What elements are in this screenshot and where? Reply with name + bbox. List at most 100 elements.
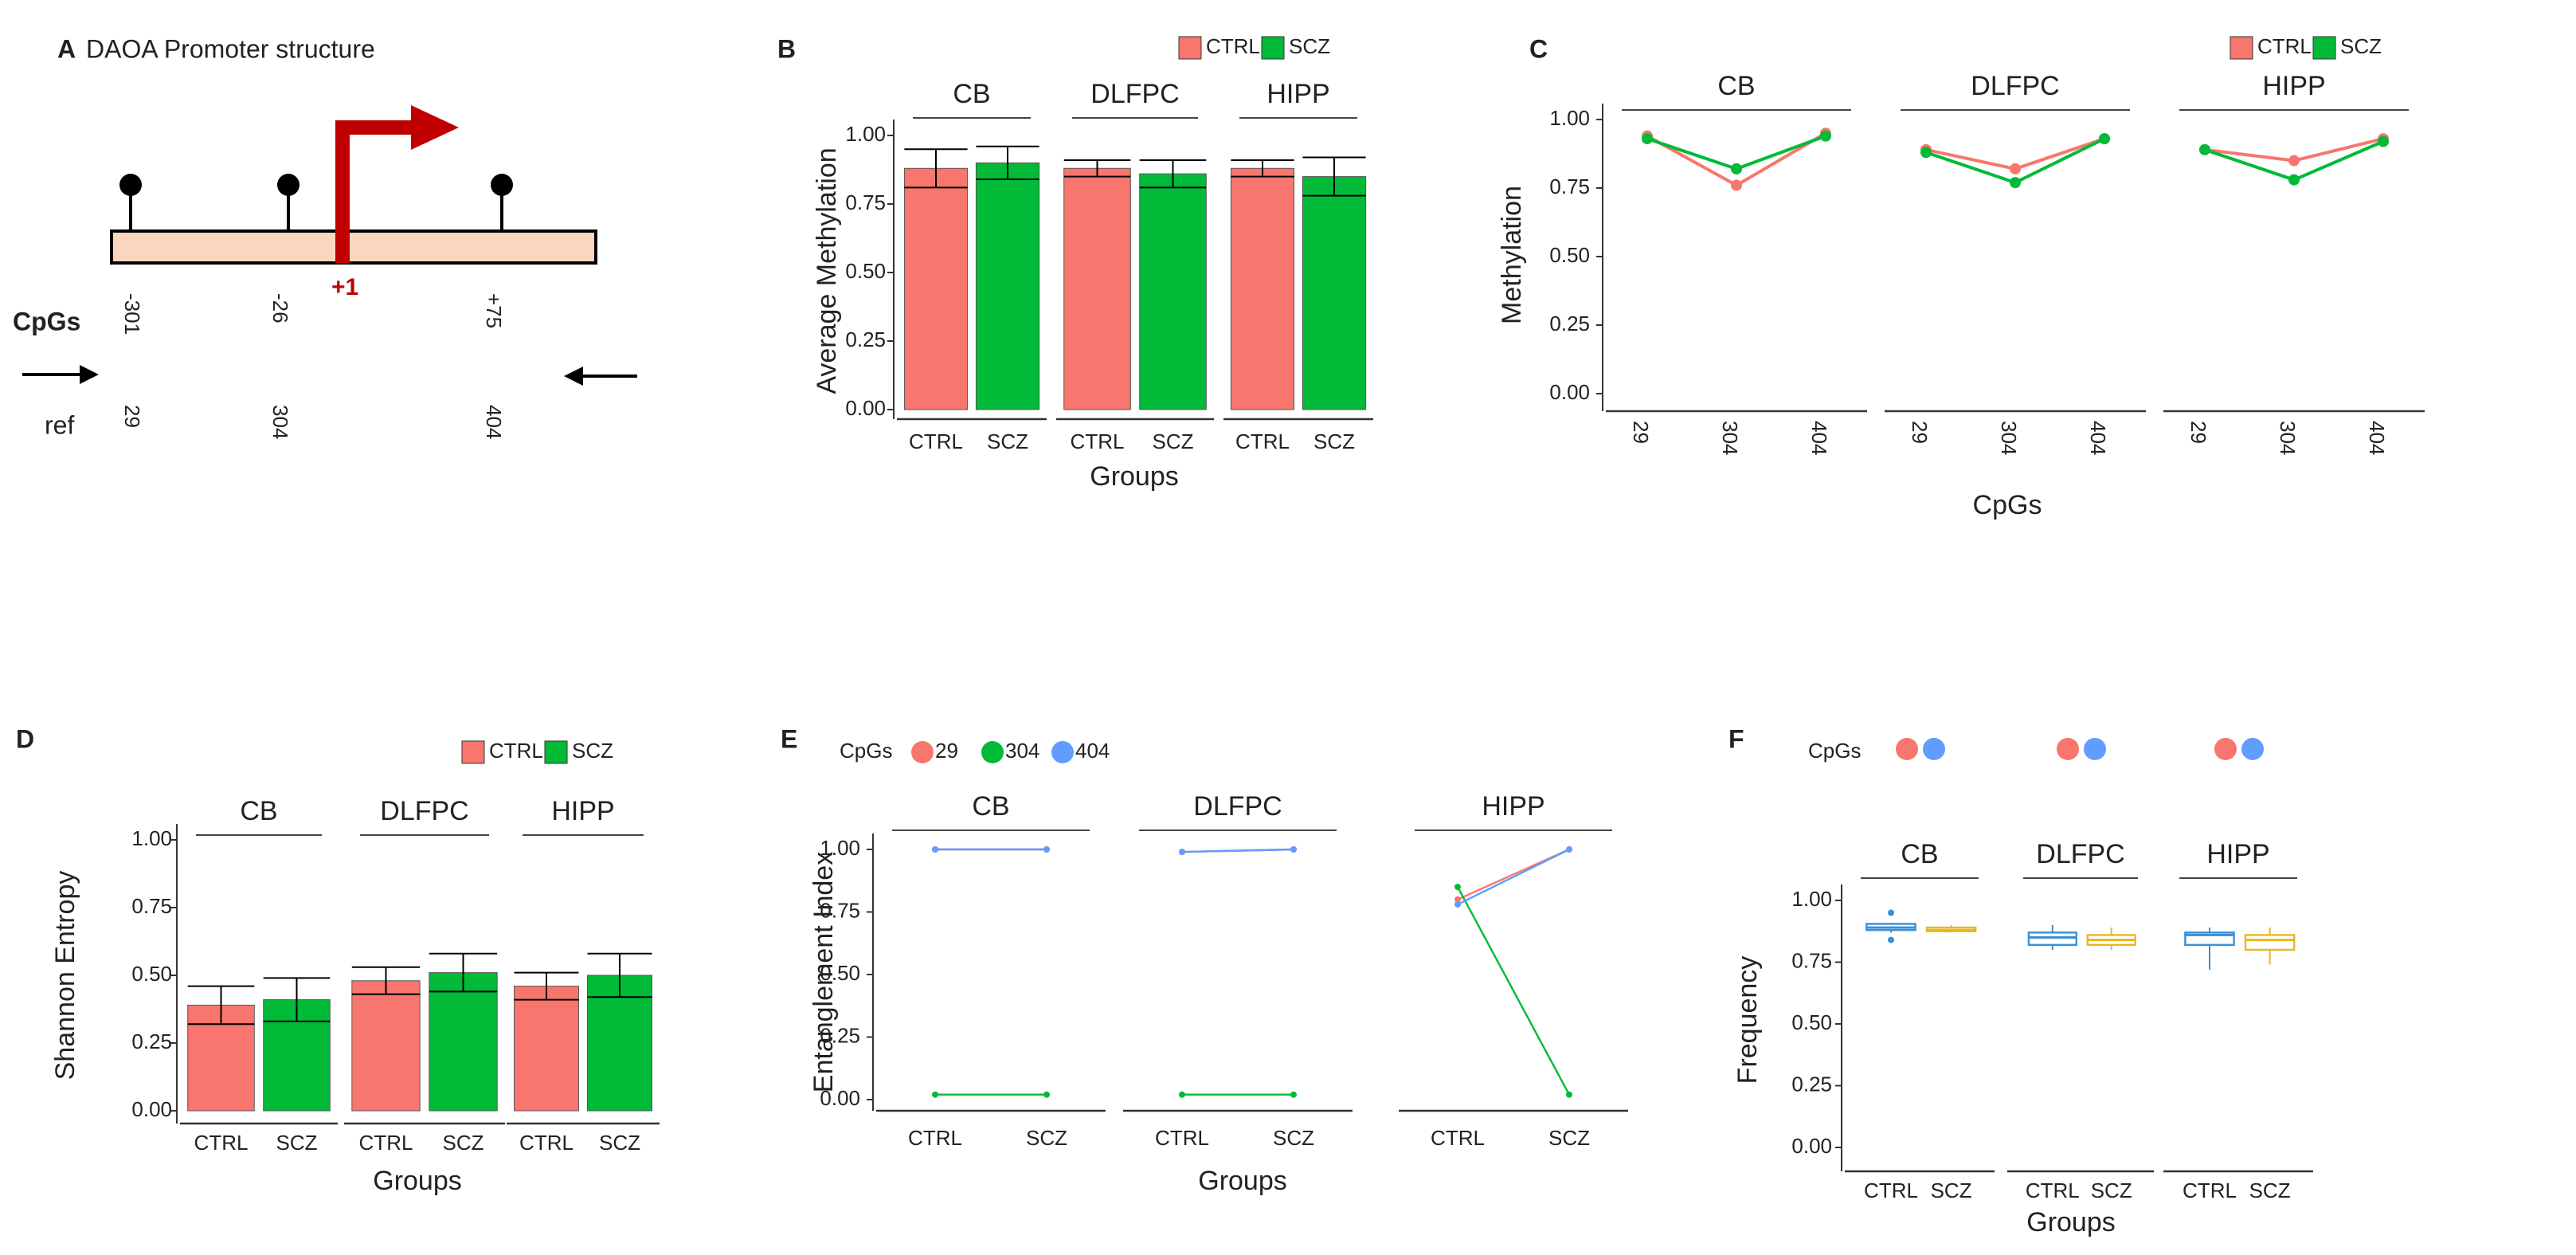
- x-tick-label: 304: [2276, 421, 2300, 455]
- y-tick-label: 0.50: [131, 962, 172, 986]
- y-tick-label: 0.25: [845, 327, 886, 351]
- y-tick-label: 0.25: [1791, 1072, 1832, 1096]
- y-tick-label: 1.00: [131, 826, 172, 850]
- series-line: [1456, 886, 1571, 1096]
- point: [1731, 163, 1742, 175]
- cpg-label: CpGs: [13, 307, 80, 335]
- x-tick-label: CTRL: [2026, 1179, 2080, 1202]
- bar: [1063, 167, 1131, 410]
- point: [932, 846, 938, 853]
- bar: [1230, 167, 1295, 410]
- x-tick-label: CTRL: [908, 1126, 962, 1150]
- legend-label: SCZ: [572, 739, 613, 763]
- y-tick-label: 1.00: [1791, 887, 1832, 911]
- y-tick-label: 1.00: [1549, 106, 1590, 130]
- x-tick-label: 29: [1629, 421, 1653, 444]
- legend-title: CpGs: [1808, 739, 1861, 763]
- position-label: -301: [120, 293, 144, 335]
- y-tick-label: 0.00: [845, 396, 886, 420]
- x-tick-label: SCZ: [443, 1131, 484, 1155]
- x-tick-label: SCZ: [599, 1131, 640, 1155]
- cpg-site: [119, 174, 142, 196]
- point: [1179, 849, 1185, 856]
- y-axis-title: Frequency: [1732, 956, 1763, 1084]
- x-tick-label: SCZ: [276, 1131, 318, 1155]
- facet-label: HIPP: [551, 796, 614, 826]
- legend-swatch: [1051, 741, 1074, 763]
- legend-label: 404: [1075, 739, 1110, 763]
- x-tick-label: CTRL: [1235, 429, 1290, 453]
- legend-dot: [2241, 738, 2264, 760]
- bar: [1139, 173, 1207, 410]
- x-axis-title: Groups: [1090, 461, 1179, 492]
- legend-swatch: [2230, 36, 2253, 60]
- facet-label: DLFPC: [1090, 79, 1179, 109]
- point: [2010, 163, 2021, 175]
- y-tick-label: 0.75: [1549, 175, 1590, 198]
- outlier: [1888, 909, 1894, 916]
- position-label: +75: [482, 293, 506, 328]
- x-tick-label: SCZ: [1931, 1179, 1972, 1202]
- ref-number: 304: [268, 405, 292, 439]
- box: [2027, 931, 2077, 947]
- panel-label: F: [1728, 724, 1744, 753]
- bar: [587, 975, 652, 1112]
- point: [1566, 1091, 1572, 1098]
- point: [2288, 174, 2300, 186]
- x-tick-label: SCZ: [2249, 1179, 2291, 1202]
- facet-label: CB: [972, 791, 1009, 822]
- outlier: [1888, 936, 1894, 943]
- y-tick-label: 1.00: [820, 836, 860, 860]
- y-tick-label: 0.75: [131, 894, 172, 918]
- bar: [514, 986, 579, 1112]
- facet-label: DLFPC: [2036, 839, 2124, 869]
- x-tick-label: CTRL: [1155, 1126, 1209, 1150]
- legend-title: CpGs: [840, 739, 892, 763]
- point: [1454, 896, 1461, 903]
- y-axis-title: Methylation: [1497, 186, 1527, 324]
- x-axis-title: Groups: [373, 1166, 462, 1196]
- x-tick-label: 404: [2086, 421, 2110, 455]
- y-tick-label: 0.25: [1549, 312, 1590, 335]
- facet-label: HIPP: [2206, 839, 2269, 869]
- bar: [975, 162, 1040, 410]
- primer-arrowhead: [80, 365, 99, 384]
- tss-arrowhead: [411, 105, 459, 150]
- series-line: [1457, 848, 1570, 906]
- x-tick-label: SCZ: [1548, 1126, 1590, 1150]
- legend-label: CTRL: [489, 739, 543, 763]
- ref-number: 29: [120, 405, 144, 428]
- panel-label: A: [57, 34, 76, 63]
- bar: [903, 167, 969, 410]
- facet-label: CB: [240, 796, 277, 826]
- x-tick-label: CTRL: [194, 1131, 249, 1155]
- point: [2010, 177, 2021, 189]
- point: [2288, 155, 2300, 167]
- x-tick-label: CTRL: [2183, 1179, 2237, 1202]
- x-tick-label: SCZ: [1026, 1126, 1067, 1150]
- box: [2244, 934, 2296, 951]
- legend-dot: [2214, 738, 2237, 760]
- y-tick-label: 0.50: [820, 961, 860, 985]
- y-tick-label: 0.75: [845, 190, 886, 214]
- y-tick-label: 0.50: [1791, 1010, 1832, 1034]
- point: [1179, 1091, 1185, 1098]
- legend-swatch: [981, 741, 1004, 763]
- x-tick-label: CTRL: [1864, 1179, 1918, 1202]
- point: [1820, 130, 1831, 142]
- facet-label: HIPP: [1266, 79, 1329, 109]
- series-line: [1646, 131, 1827, 187]
- point: [932, 1091, 938, 1098]
- x-tick-label: SCZ: [987, 429, 1028, 453]
- x-tick-label: CTRL: [1071, 429, 1125, 453]
- diagram-title: DAOA Promoter structure: [86, 34, 375, 63]
- point: [1454, 901, 1461, 908]
- x-tick-label: 404: [2365, 421, 2389, 455]
- ref-label: ref: [45, 410, 74, 439]
- legend-label: CTRL: [1206, 34, 1260, 58]
- facet-label: CB: [953, 79, 990, 109]
- x-tick-label: 29: [2186, 421, 2210, 444]
- x-tick-label: 304: [1997, 421, 2021, 455]
- y-tick-label: 0.50: [1549, 243, 1590, 267]
- point: [1290, 846, 1297, 853]
